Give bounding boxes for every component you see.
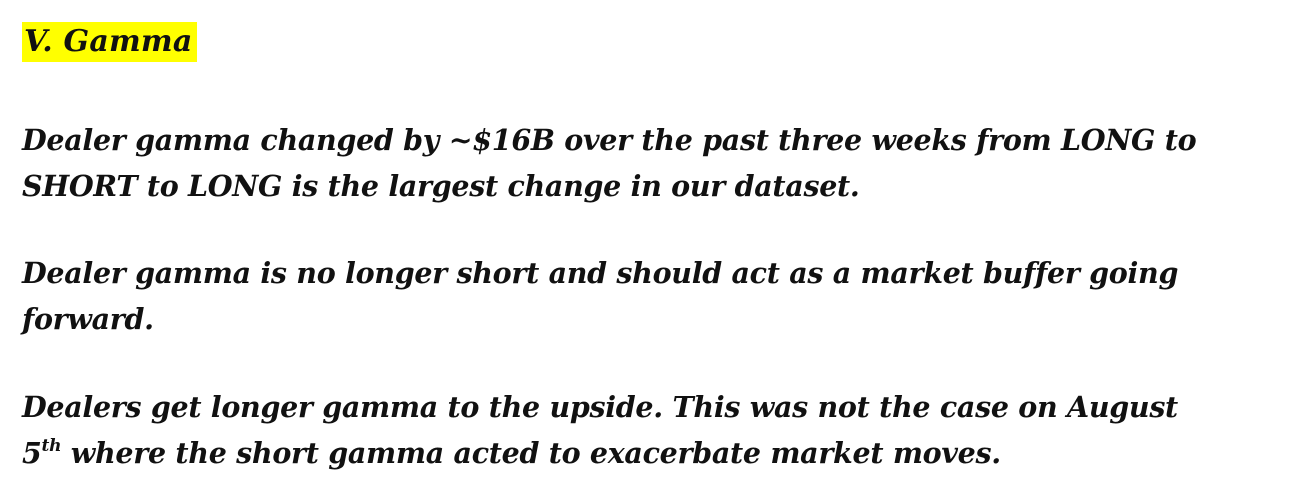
document-body: V. Gamma Dealer gamma changed by ~$16B o… (22, 22, 1297, 470)
paragraph-line: Dealers get longer gamma to the upside. … (22, 390, 1178, 424)
date-number: 5 (22, 436, 42, 470)
paragraph-market-buffer: Dealer gamma is no longer short and shou… (22, 250, 1297, 342)
paragraph-line: where the short gamma acted to exacerbat… (61, 436, 1001, 470)
paragraph-upside-gamma: Dealers get longer gamma to the upside. … (22, 384, 1297, 476)
paragraph-dealer-gamma-change: Dealer gamma changed by ~$16B over the p… (22, 117, 1297, 209)
paragraph-line: Dealer gamma changed by ~$16B over the p… (22, 123, 1197, 157)
paragraph-line: SHORT to LONG is the largest change in o… (22, 169, 860, 203)
ordinal-suffix: th (41, 436, 62, 456)
paragraph-line: forward. (22, 302, 154, 336)
paragraph-line: Dealer gamma is no longer short and shou… (22, 256, 1179, 290)
section-heading: V. Gamma (22, 22, 197, 62)
